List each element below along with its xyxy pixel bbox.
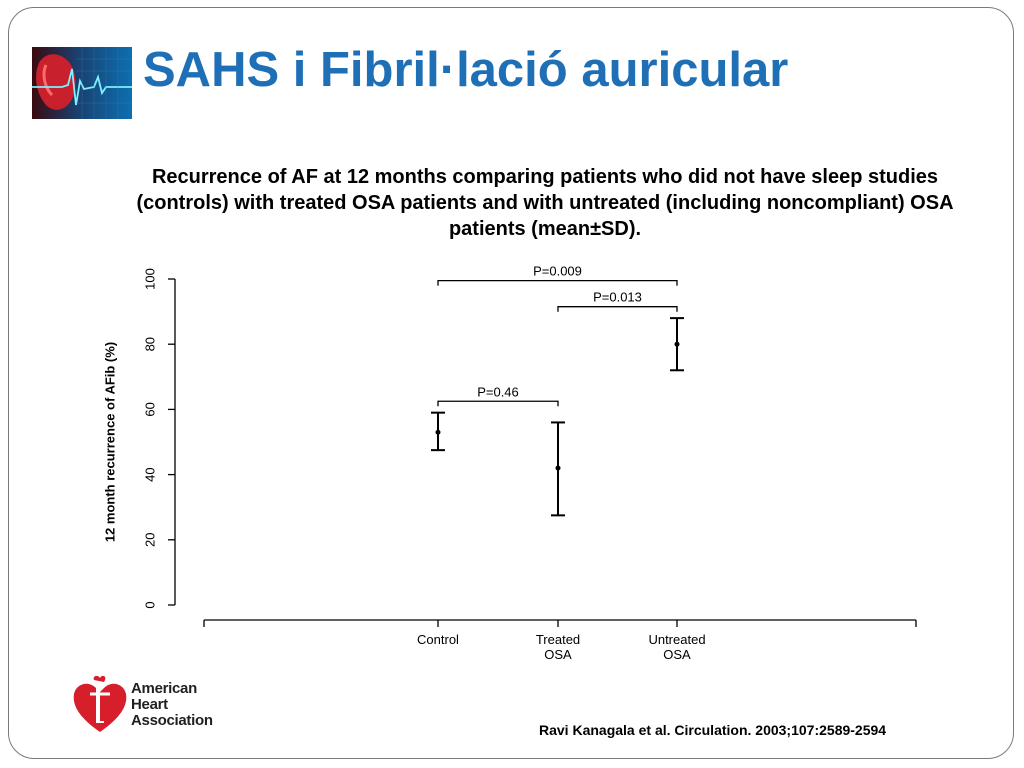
comparison-bracket bbox=[557, 306, 678, 312]
heart-ecg-image bbox=[32, 47, 132, 119]
comparison-p-value: P=0.46 bbox=[477, 384, 519, 399]
aha-logo-line1: American bbox=[131, 680, 197, 697]
aha-logo-text: American Heart Association bbox=[131, 681, 213, 729]
y-tick-label: 100 bbox=[143, 268, 158, 290]
mean-point bbox=[555, 465, 561, 471]
comparison-bracket bbox=[437, 279, 678, 286]
comparison-p-value: P=0.009 bbox=[533, 264, 582, 279]
y-tick-label: 60 bbox=[143, 402, 158, 416]
slide-title: SAHS i Fibril·lació auricular bbox=[143, 43, 789, 97]
comparison-bracket bbox=[437, 400, 559, 407]
citation: Ravi Kanagala et al. Circulation. 2003;1… bbox=[539, 722, 887, 738]
mean-point bbox=[435, 429, 441, 435]
x-tick-label: OSA bbox=[544, 647, 572, 662]
chart-subtitle: Recurrence of AF at 12 months comparing … bbox=[136, 166, 954, 240]
y-tick-label: 20 bbox=[143, 533, 158, 547]
y-axis-label: 12 month recurrence of AFib (%) bbox=[103, 342, 118, 542]
aha-logo-line3: Association bbox=[131, 712, 213, 729]
comparison-p-value: P=0.013 bbox=[593, 290, 642, 305]
x-tick-label: Control bbox=[417, 632, 459, 647]
mean-point bbox=[674, 341, 680, 347]
y-tick-label: 0 bbox=[143, 601, 158, 608]
aha-logo-line2: Heart bbox=[131, 696, 168, 713]
x-tick-label: OSA bbox=[663, 647, 691, 662]
x-tick-label: Untreated bbox=[648, 632, 705, 647]
x-tick-label: Treated bbox=[536, 632, 580, 647]
slide-frame bbox=[8, 7, 1014, 759]
y-tick-label: 80 bbox=[143, 337, 158, 351]
y-tick-label: 40 bbox=[143, 467, 158, 481]
aha-logo bbox=[70, 674, 240, 736]
